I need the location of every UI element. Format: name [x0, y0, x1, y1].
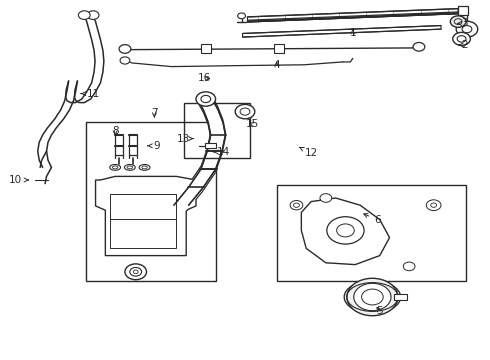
Text: 2: 2	[459, 40, 468, 50]
Circle shape	[78, 11, 90, 19]
Circle shape	[450, 16, 466, 27]
Circle shape	[290, 201, 303, 210]
Circle shape	[320, 194, 332, 202]
Bar	[277, 185, 466, 281]
Text: 16: 16	[198, 73, 212, 84]
Text: 11: 11	[81, 89, 100, 99]
Circle shape	[87, 11, 99, 19]
Circle shape	[413, 42, 425, 51]
Circle shape	[235, 104, 255, 119]
Circle shape	[238, 13, 245, 19]
Circle shape	[456, 21, 478, 37]
Polygon shape	[301, 198, 390, 265]
Circle shape	[403, 262, 415, 271]
Bar	[458, 6, 468, 15]
Circle shape	[327, 217, 364, 244]
Text: 8: 8	[112, 126, 119, 136]
Polygon shape	[243, 26, 441, 37]
Ellipse shape	[344, 281, 401, 313]
Circle shape	[119, 45, 131, 53]
Polygon shape	[96, 176, 196, 256]
Circle shape	[426, 200, 441, 211]
Bar	[184, 103, 250, 158]
Text: 14: 14	[214, 147, 230, 157]
Text: 5: 5	[376, 306, 383, 316]
Text: 6: 6	[364, 213, 381, 225]
Ellipse shape	[124, 165, 135, 170]
Text: 4: 4	[273, 60, 280, 70]
Text: 3: 3	[458, 18, 468, 28]
Text: 12: 12	[299, 147, 318, 158]
Text: 15: 15	[245, 119, 259, 129]
Circle shape	[120, 57, 130, 64]
Polygon shape	[247, 9, 458, 22]
Text: 1: 1	[349, 28, 356, 38]
Text: 7: 7	[151, 108, 158, 118]
Ellipse shape	[139, 165, 150, 170]
Text: 10: 10	[9, 175, 28, 185]
Bar	[394, 294, 407, 300]
Bar	[201, 44, 211, 53]
Ellipse shape	[110, 165, 121, 170]
Text: 9: 9	[148, 141, 160, 151]
Bar	[86, 122, 216, 281]
Bar	[205, 143, 216, 148]
Circle shape	[354, 283, 391, 311]
Bar	[110, 194, 176, 248]
Bar	[274, 44, 284, 53]
Circle shape	[347, 278, 398, 316]
Circle shape	[453, 32, 470, 45]
Circle shape	[125, 264, 147, 280]
Text: 13: 13	[177, 134, 193, 144]
Circle shape	[196, 92, 216, 106]
